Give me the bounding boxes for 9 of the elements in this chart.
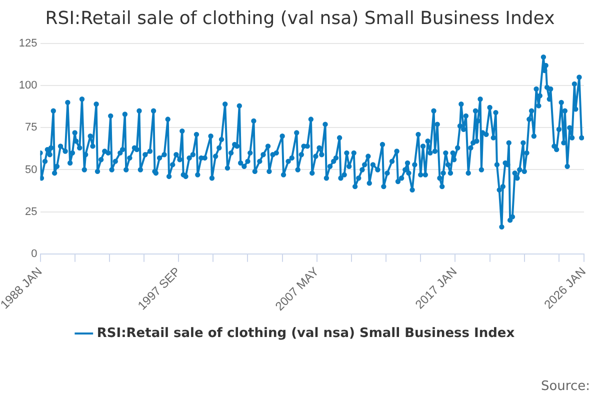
y-tick-label: 25 [25,206,38,218]
y-tick-label: 50 [25,164,38,176]
y-tick-label: 0 [31,248,38,260]
y-tick-label: 125 [18,38,38,50]
y-tick-label: 100 [18,80,38,92]
y-tick-label: 75 [25,122,38,134]
legend-label: RSI:Retail sale of clothing (val nsa) Small Business Index [96,326,516,341]
chart-title: RSI:Retail sale of clothing (val nsa) Small Business Index [44,8,556,29]
source-note: Source: [540,379,590,394]
